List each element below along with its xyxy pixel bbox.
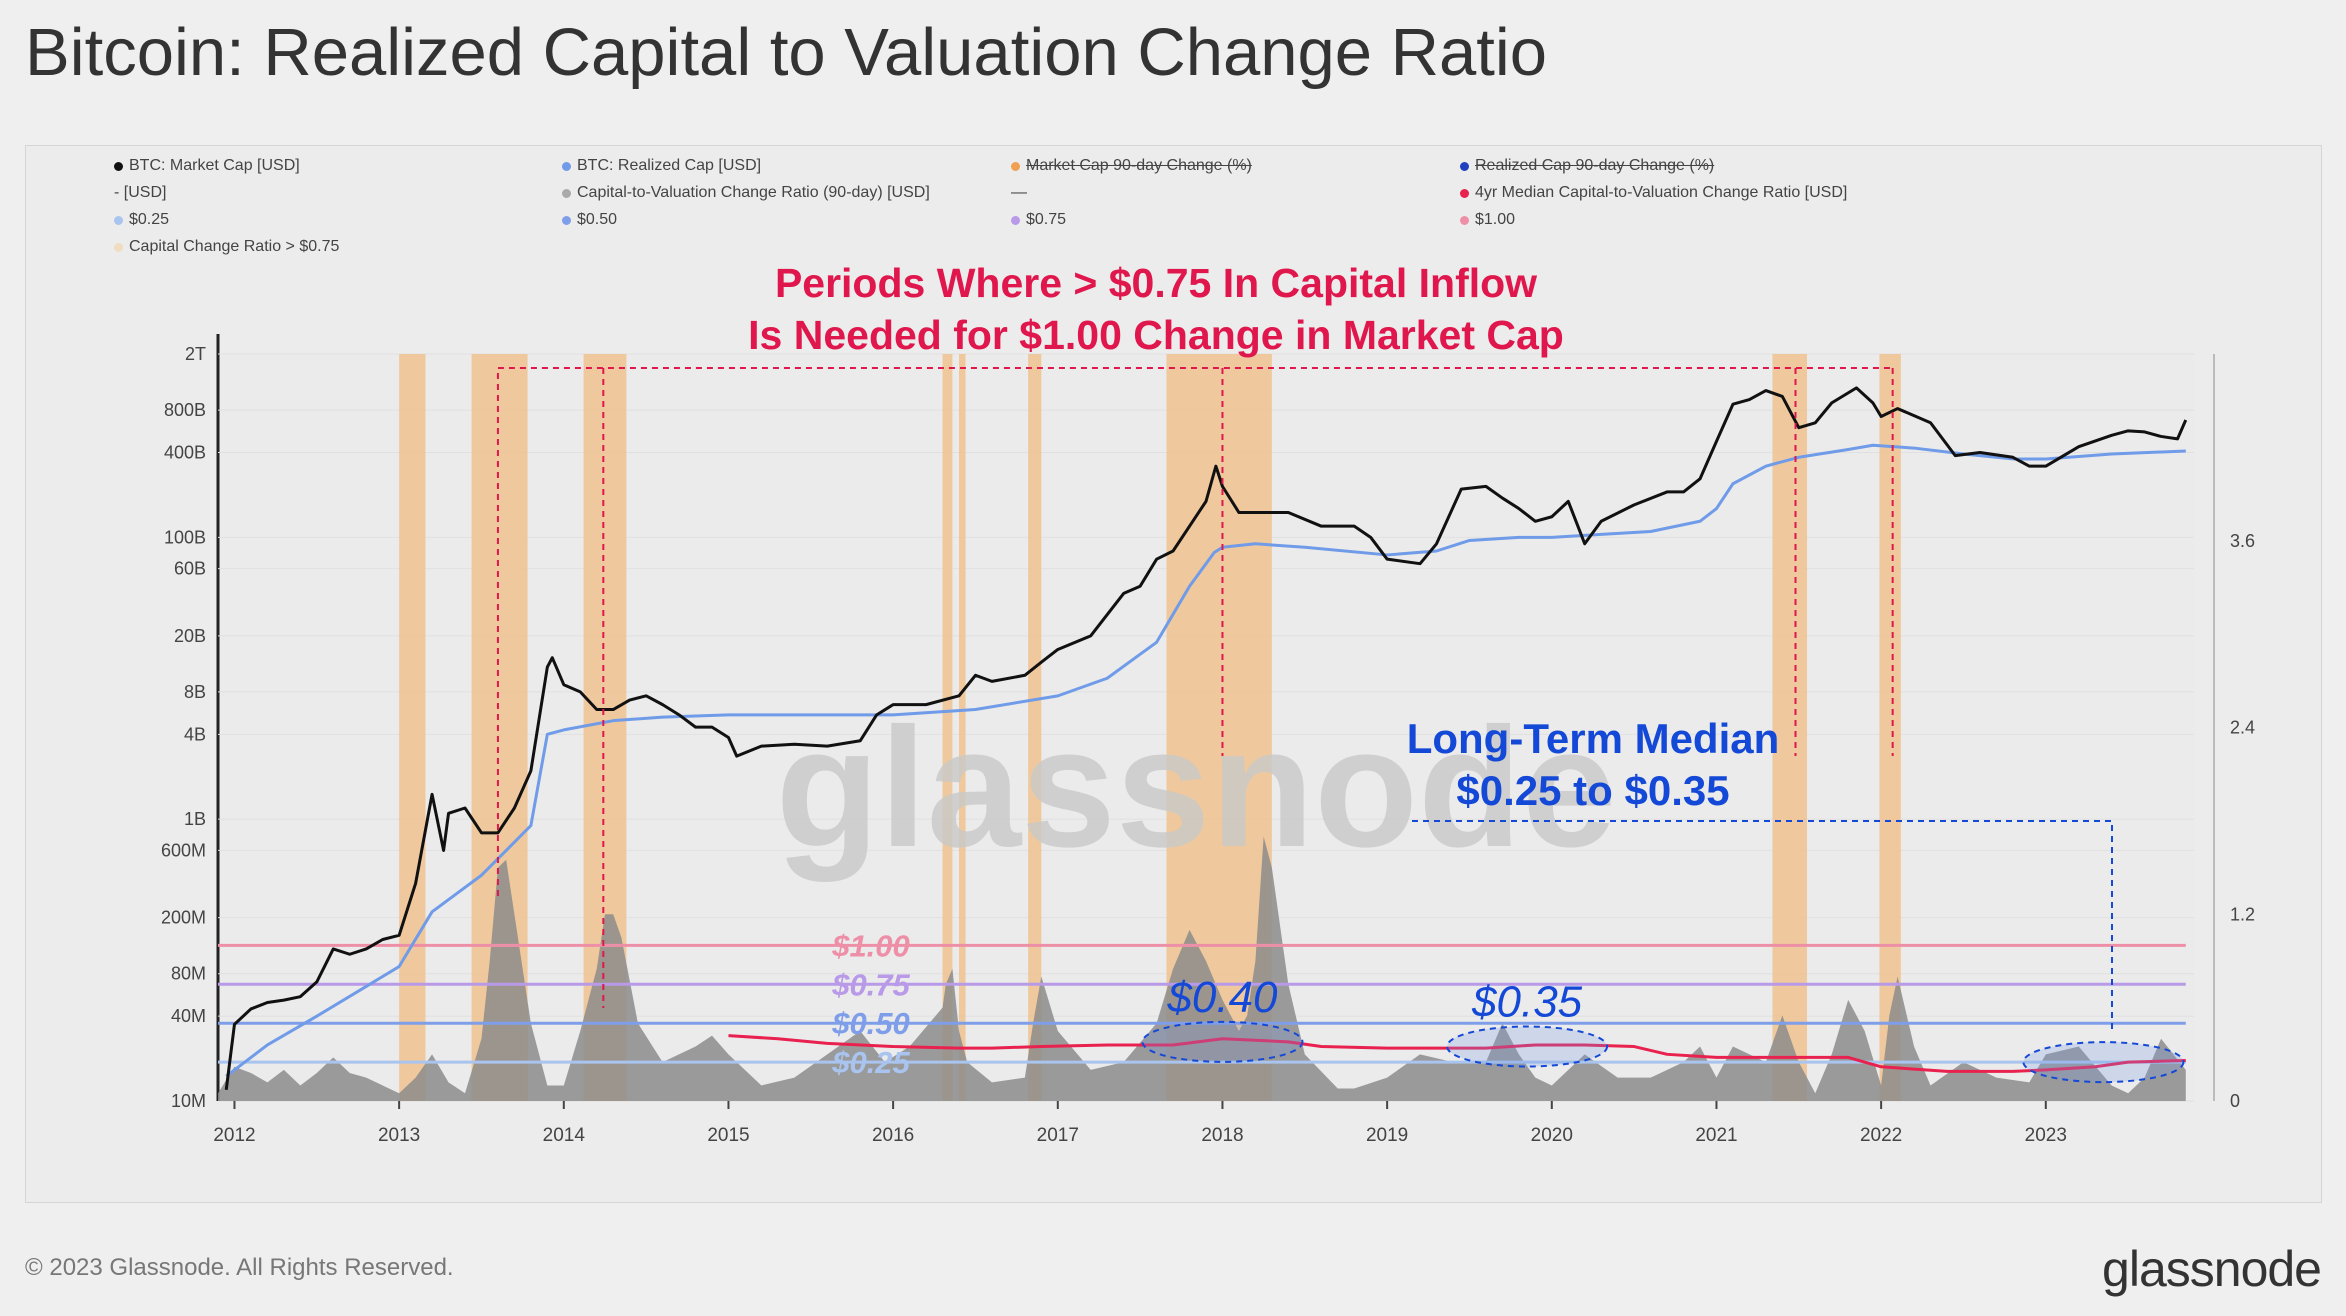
legend-item[interactable]: 4yr Median Capital-to-Valuation Change R… (1460, 184, 1847, 202)
realized-cap-line (225, 443, 2186, 1078)
red-callout-line (496, 367, 1893, 896)
highlight-period (959, 354, 966, 1101)
legend-label: Capital-to-Valuation Change Ratio (90-da… (577, 184, 930, 201)
band-label: $0.25 (831, 1045, 910, 1080)
median-ratio-line (728, 1034, 2186, 1073)
median-ellipse (1446, 1025, 1609, 1068)
legend-label: $1.00 (1475, 211, 1516, 228)
x-tick-label: 2020 (1531, 1125, 1573, 1146)
legend-item[interactable]: BTC: Market Cap [USD] (114, 157, 300, 175)
y-left-tick-label: 1B (184, 809, 206, 829)
highlight-period (1772, 354, 1808, 1101)
legend-label: $0.25 (129, 211, 170, 228)
red-annotation-line1: Periods Where > $0.75 In Capital Inflow (775, 260, 1537, 306)
x-tick-label: 2012 (213, 1125, 255, 1146)
footer-logo: glassnode (2102, 1241, 2322, 1297)
legend-label: — (1011, 184, 1027, 201)
legend-swatch (114, 215, 123, 225)
x-tick-label: 2016 (872, 1125, 914, 1146)
legend-swatch (1460, 161, 1469, 171)
y-left-tick-label: 80M (171, 964, 206, 984)
legend-swatch (114, 242, 123, 252)
highlight-period (942, 354, 953, 1101)
y-left-tick-label: 10M (171, 1091, 206, 1111)
label-040: $0.40 (1166, 973, 1278, 1022)
y-left-tick-label: 2T (185, 344, 206, 364)
y-right-tick-label: 1.2 (2230, 904, 2255, 924)
legend-swatch (1011, 161, 1020, 171)
y-right-tick-label: 3.6 (2230, 531, 2255, 551)
x-tick-label: 2014 (543, 1125, 586, 1146)
y-right-tick-label: 0 (2230, 1091, 2240, 1111)
legend-label: - [USD] (114, 184, 167, 201)
y-left-tick-label: 400B (164, 442, 206, 462)
y-left-tick-label: 200M (161, 908, 206, 928)
chart-svg: 10M 40M 80M 200M 600M 1B 4B 8B 20B 60B 100B 400B 800… (161, 260, 2255, 1146)
highlight-period (1028, 354, 1042, 1101)
legend-swatch (1460, 215, 1469, 225)
x-tick-label: 2022 (1860, 1125, 1902, 1146)
blue-annotation-line2: $0.25 to $0.35 (1456, 767, 1729, 814)
blue-annotation-line1: Long-Term Median (1407, 715, 1780, 762)
legend-swatch (562, 161, 571, 171)
legend-swatch (562, 215, 571, 225)
legend-item[interactable]: $0.25 (114, 211, 169, 229)
median-ellipse (2022, 1041, 2185, 1084)
watermark-text: glassnode (776, 693, 1617, 883)
legend-label: Capital Change Ratio > $0.75 (129, 238, 340, 255)
x-tick-label: 2015 (707, 1125, 749, 1146)
legend-label: Market Cap 90-day Change (%) (1026, 157, 1252, 174)
legend-item[interactable]: Realized Cap 90-day Change (%) (1460, 157, 1714, 175)
legend-swatch (562, 188, 571, 198)
page-title: Bitcoin: Realized Capital to Valuation C… (25, 15, 1548, 90)
legend-label: $0.50 (577, 211, 618, 228)
legend-label: 4yr Median Capital-to-Valuation Change R… (1475, 184, 1848, 201)
legend-item[interactable]: BTC: Realized Cap [USD] (562, 157, 761, 175)
legend-label: Realized Cap 90-day Change (%) (1475, 157, 1715, 174)
legend-label: BTC: Market Cap [USD] (129, 157, 300, 174)
legend-item[interactable]: $0.75 (1011, 211, 1066, 229)
y-left-tick-label: 100B (164, 527, 206, 547)
band-label: $0.75 (831, 967, 910, 1002)
legend-swatch (114, 161, 123, 171)
band-label: $0.50 (831, 1006, 910, 1041)
y-left-tick-label: 8B (184, 682, 206, 702)
legend-item[interactable]: Capital Change Ratio > $0.75 (114, 238, 339, 256)
x-tick-label: 2023 (2025, 1125, 2067, 1146)
x-tick-label: 2019 (1366, 1125, 1408, 1146)
x-tick-label: 2013 (378, 1125, 420, 1146)
median-ellipse (1141, 1020, 1304, 1063)
legend-swatch (1011, 215, 1020, 225)
highlight-period (1879, 354, 1901, 1101)
y-right-tick-label: 2.4 (2230, 718, 2255, 738)
market-cap-line (224, 386, 2188, 1091)
label-035: $0.35 (1471, 978, 1583, 1027)
x-tick-label: 2021 (1695, 1125, 1737, 1146)
legend-item[interactable]: Market Cap 90-day Change (%) (1011, 157, 1252, 175)
highlight-period (399, 354, 426, 1101)
y-left-tick-label: 20B (174, 626, 206, 646)
legend-item[interactable]: $0.50 (562, 211, 617, 229)
legend-label: BTC: Realized Cap [USD] (577, 157, 762, 174)
chart-panel: 10M 40M 80M 200M 600M 1B 4B 8B 20B 60B 100B 400B 800… (25, 145, 2322, 1203)
legend-item[interactable]: — (1011, 184, 1027, 202)
legend-swatch (1460, 188, 1469, 198)
legend-item[interactable]: $1.00 (1460, 211, 1515, 229)
ratio-area (218, 836, 2186, 1101)
legend-label: $0.75 (1026, 211, 1067, 228)
y-left-tick-label: 800B (164, 400, 206, 420)
x-tick-label: 2018 (1201, 1125, 1243, 1146)
x-tick-label: 2017 (1037, 1125, 1079, 1146)
band-label: $1.00 (831, 928, 910, 963)
legend-item[interactable]: - [USD] (114, 184, 166, 202)
y-left-tick-label: 60B (174, 559, 206, 579)
y-left-tick-label: 40M (171, 1006, 206, 1026)
footer-copyright: © 2023 Glassnode. All Rights Reserved. (25, 1254, 454, 1281)
red-annotation-line2: Is Needed for $1.00 Change in Market Cap (748, 312, 1564, 358)
blue-callout-line (1412, 820, 2113, 1031)
y-left-tick-label: 600M (161, 840, 206, 860)
y-left-tick-label: 4B (184, 724, 206, 744)
legend-item[interactable]: Capital-to-Valuation Change Ratio (90-da… (562, 184, 930, 202)
